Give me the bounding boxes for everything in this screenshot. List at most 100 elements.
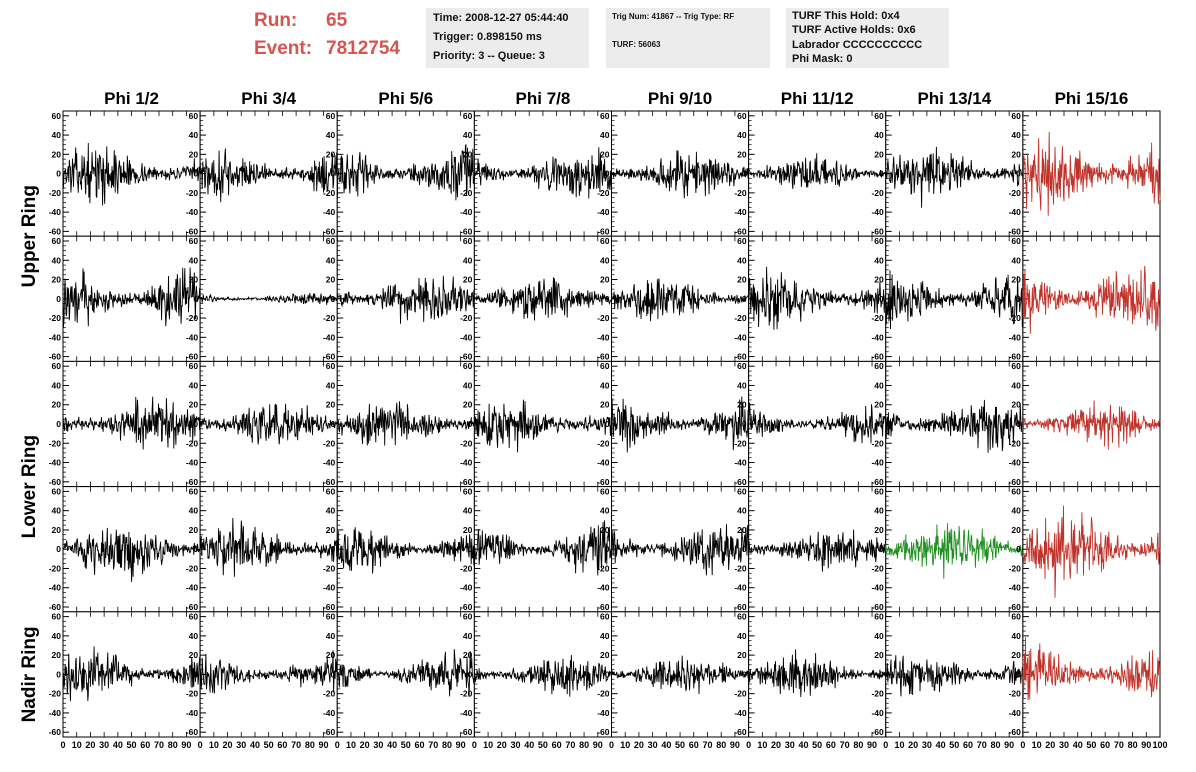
y-tick-label: 60	[326, 236, 336, 246]
y-tick-label: -60	[49, 477, 62, 487]
y-tick-label: -60	[323, 226, 336, 236]
waveform-trace	[473, 520, 612, 576]
waveform-trace	[885, 655, 1024, 697]
y-tick-label: 0	[742, 544, 747, 554]
y-tick-label: 20	[737, 525, 747, 535]
waveform-trace	[748, 153, 887, 189]
y-tick-label: 20	[52, 650, 62, 660]
x-tick-label: 30	[922, 740, 932, 750]
y-tick-label: 40	[874, 631, 884, 641]
y-tick-label: 20	[52, 149, 62, 159]
y-tick-label: -40	[323, 583, 336, 593]
y-tick-label: -60	[323, 477, 336, 487]
y-tick-label: -20	[734, 438, 747, 448]
y-tick-label: 60	[326, 612, 336, 622]
column-header: Phi 13/14	[917, 89, 991, 108]
y-tick-label: 60	[189, 236, 199, 246]
y-tick-label: 60	[874, 111, 884, 121]
y-tick-label: -40	[186, 207, 199, 217]
y-tick-label: -40	[1009, 332, 1022, 342]
y-tick-label: 0	[879, 294, 884, 304]
y-tick-label: 0	[605, 669, 610, 679]
x-tick-label: 90	[730, 740, 740, 750]
y-tick-label: -60	[597, 226, 610, 236]
x-tick-label: 50	[1086, 740, 1096, 750]
waveform-trace	[611, 523, 750, 576]
y-tick-label: -20	[323, 313, 336, 323]
y-tick-label: 40	[52, 631, 62, 641]
y-tick-label: 60	[874, 486, 884, 496]
y-tick-label: 60	[52, 236, 62, 246]
waveform-trace	[199, 293, 338, 305]
y-tick-label: -60	[871, 477, 884, 487]
y-tick-label: -60	[597, 477, 610, 487]
y-tick-label: -60	[1009, 352, 1022, 362]
y-tick-label: 60	[874, 361, 884, 371]
y-tick-label: 20	[874, 149, 884, 159]
waveform-trace	[336, 527, 475, 574]
y-tick-label: 40	[463, 255, 473, 265]
y-tick-label: -60	[460, 727, 473, 737]
y-tick-label: 60	[1011, 111, 1021, 121]
y-tick-label: -20	[871, 188, 884, 198]
y-tick-label: 40	[463, 130, 473, 140]
y-tick-label: 40	[463, 631, 473, 641]
y-tick-label: 60	[463, 111, 473, 121]
y-tick-label: 20	[600, 275, 610, 285]
y-tick-label: 40	[737, 631, 747, 641]
x-tick-label: 90	[1141, 740, 1151, 750]
y-tick-label: -40	[734, 583, 747, 593]
y-tick-label: 40	[600, 506, 610, 516]
y-tick-label: -40	[734, 708, 747, 718]
column-header: Phi 5/6	[378, 89, 433, 108]
phi-mask-text: Phi Mask: 0	[792, 53, 853, 65]
y-tick-label: -60	[186, 226, 199, 236]
y-tick-label: 0	[331, 544, 336, 554]
y-tick-label: -40	[49, 207, 62, 217]
x-tick-label: 10	[483, 740, 493, 750]
waveform-trace	[748, 649, 887, 698]
y-tick-label: -20	[734, 313, 747, 323]
y-tick-label: -40	[597, 332, 610, 342]
y-tick-label: 20	[189, 275, 199, 285]
y-tick-label: 60	[463, 361, 473, 371]
y-tick-label: 20	[874, 525, 884, 535]
x-tick-label: 60	[552, 740, 562, 750]
y-tick-label: 40	[189, 506, 199, 516]
y-tick-label: 20	[874, 275, 884, 285]
waveform-trace	[336, 143, 475, 201]
x-tick-label: 100	[1152, 740, 1167, 750]
time-trigger-box: Time: 2008-12-27 05:44:40 Trigger: 0.898…	[426, 8, 589, 68]
y-tick-label: -40	[871, 207, 884, 217]
y-tick-label: 0	[879, 169, 884, 179]
y-tick-label: -20	[186, 438, 199, 448]
waveform-trace	[199, 517, 338, 577]
y-tick-label: -40	[1009, 207, 1022, 217]
y-tick-label: 60	[326, 111, 336, 121]
waveform-trace	[336, 275, 475, 324]
waveform-trace	[611, 655, 750, 695]
waveform-trace	[199, 403, 338, 445]
y-tick-label: -60	[1009, 602, 1022, 612]
y-tick-label: -20	[597, 188, 610, 198]
x-tick-label: 0	[335, 740, 340, 750]
y-tick-label: 60	[52, 111, 62, 121]
x-tick-label: 60	[826, 740, 836, 750]
waveform-trace	[1022, 637, 1161, 701]
y-tick-label: -20	[597, 689, 610, 699]
x-tick-label: 80	[716, 740, 726, 750]
y-tick-label: 60	[600, 612, 610, 622]
column-header: Phi 9/10	[648, 89, 712, 108]
y-tick-label: 20	[189, 149, 199, 159]
y-tick-label: 20	[326, 650, 336, 660]
y-tick-label: -40	[186, 708, 199, 718]
y-tick-label: -60	[734, 352, 747, 362]
y-tick-label: 40	[600, 255, 610, 265]
y-tick-label: 20	[874, 650, 884, 660]
y-tick-label: -40	[49, 458, 62, 468]
y-tick-label: -20	[1009, 689, 1022, 699]
y-tick-label: 0	[468, 669, 473, 679]
y-tick-label: -40	[186, 332, 199, 342]
y-tick-label: 0	[331, 669, 336, 679]
y-tick-label: -20	[323, 438, 336, 448]
